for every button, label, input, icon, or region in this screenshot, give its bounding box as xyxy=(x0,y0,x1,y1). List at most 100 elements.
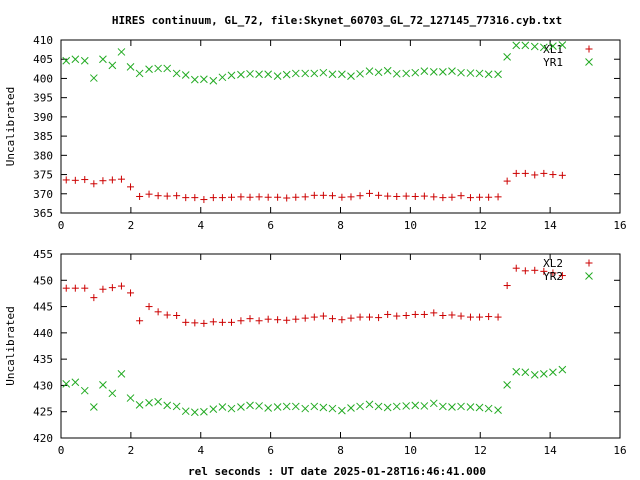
data-point-d2 xyxy=(420,402,429,410)
data-point-d2 xyxy=(494,70,502,79)
data-point-d2 xyxy=(484,70,493,79)
data-point-d2 xyxy=(291,402,300,411)
data-point xyxy=(457,402,465,411)
data-point xyxy=(246,315,254,323)
data-point xyxy=(420,192,428,200)
data-point xyxy=(310,313,318,321)
data-point-d2 xyxy=(154,397,162,406)
data-point xyxy=(365,313,373,321)
legend-marker xyxy=(585,58,593,66)
data-point-d2 xyxy=(429,399,438,408)
data-point xyxy=(154,397,162,406)
data-point-d2 xyxy=(448,403,456,411)
data-point-d2 xyxy=(227,71,236,80)
data-point xyxy=(558,365,567,374)
x-tick-label: 10 xyxy=(404,444,417,457)
data-point xyxy=(237,70,245,79)
data-point-d2 xyxy=(338,70,346,79)
y-tick-label: 380 xyxy=(33,149,53,162)
data-point xyxy=(539,43,548,52)
x-tick-label: 16 xyxy=(613,219,626,232)
data-point xyxy=(356,69,364,78)
data-point-d2 xyxy=(273,403,282,411)
data-point-d2 xyxy=(521,368,530,377)
data-point-d2 xyxy=(448,67,456,75)
data-point xyxy=(420,67,429,75)
x-tick-label: 0 xyxy=(58,444,65,457)
data-point xyxy=(328,70,337,79)
data-point-d2 xyxy=(457,402,465,411)
data-point xyxy=(338,316,346,324)
data-point xyxy=(291,69,300,78)
y-tick-label: 405 xyxy=(33,53,53,66)
data-point xyxy=(558,41,567,49)
data-point xyxy=(384,192,392,200)
data-point-d2 xyxy=(319,403,328,412)
data-point xyxy=(145,190,153,198)
data-point-d2 xyxy=(255,402,263,410)
data-point-d2 xyxy=(282,70,291,79)
panel-top: 0 2 4 6 8 10 12 14 16 365 370 375 380 385 390 395 400 405… xyxy=(4,34,627,232)
data-point-d2 xyxy=(117,370,126,378)
y-tick-label: 385 xyxy=(33,130,53,143)
data-point-d2 xyxy=(549,42,557,51)
data-point xyxy=(549,269,557,277)
data-point xyxy=(539,370,548,378)
data-point xyxy=(255,402,263,410)
data-point-d2 xyxy=(200,407,208,416)
data-point-d2 xyxy=(338,406,346,415)
x-tick-label: 12 xyxy=(474,444,487,457)
data-point-d2 xyxy=(356,69,364,78)
data-point xyxy=(374,402,383,411)
data-point xyxy=(71,284,79,292)
data-point xyxy=(549,171,557,179)
data-point-d2 xyxy=(411,68,420,77)
data-point xyxy=(521,368,530,377)
data-point xyxy=(80,386,89,395)
x-tick-label: 8 xyxy=(337,444,344,457)
data-point-d2 xyxy=(80,386,89,395)
plot-frame xyxy=(60,39,621,214)
data-point xyxy=(71,176,79,184)
data-point xyxy=(430,309,438,317)
data-point-d2 xyxy=(539,43,548,52)
data-point-d2 xyxy=(99,381,107,389)
data-point xyxy=(512,264,520,272)
data-point xyxy=(190,408,199,417)
data-point-d2 xyxy=(273,72,282,80)
data-point-d2 xyxy=(172,402,181,411)
data-point xyxy=(319,403,328,412)
data-point xyxy=(448,403,456,411)
data-point-d2 xyxy=(392,69,401,78)
data-point-d2 xyxy=(457,68,465,77)
data-point xyxy=(117,282,125,290)
data-point xyxy=(328,192,336,200)
data-point xyxy=(411,192,419,200)
data-point xyxy=(117,370,126,378)
data-point xyxy=(484,404,493,413)
data-point xyxy=(218,403,227,411)
y-tick-label: 425 xyxy=(33,406,53,419)
data-point-d2 xyxy=(135,401,144,409)
data-point xyxy=(411,68,420,77)
data-point xyxy=(439,402,447,411)
data-point xyxy=(494,193,502,201)
x-axis-label: rel seconds : UT date 2025-01-28T16:46:4… xyxy=(188,465,486,478)
data-point xyxy=(291,402,300,411)
data-point xyxy=(90,294,98,302)
data-point xyxy=(154,192,162,200)
legend-label: YR2 xyxy=(543,270,563,283)
data-point-d2 xyxy=(310,69,319,78)
data-point xyxy=(503,177,511,185)
data-point xyxy=(181,407,190,416)
data-point xyxy=(466,69,475,77)
legend-label: YR1 xyxy=(543,56,563,69)
data-point xyxy=(282,70,291,79)
data-point xyxy=(319,191,327,199)
data-point-d2 xyxy=(439,402,447,411)
data-point xyxy=(173,312,181,320)
data-point xyxy=(80,56,89,65)
data-point xyxy=(163,311,171,319)
data-point xyxy=(136,317,144,325)
data-point-d2 xyxy=(163,64,172,73)
